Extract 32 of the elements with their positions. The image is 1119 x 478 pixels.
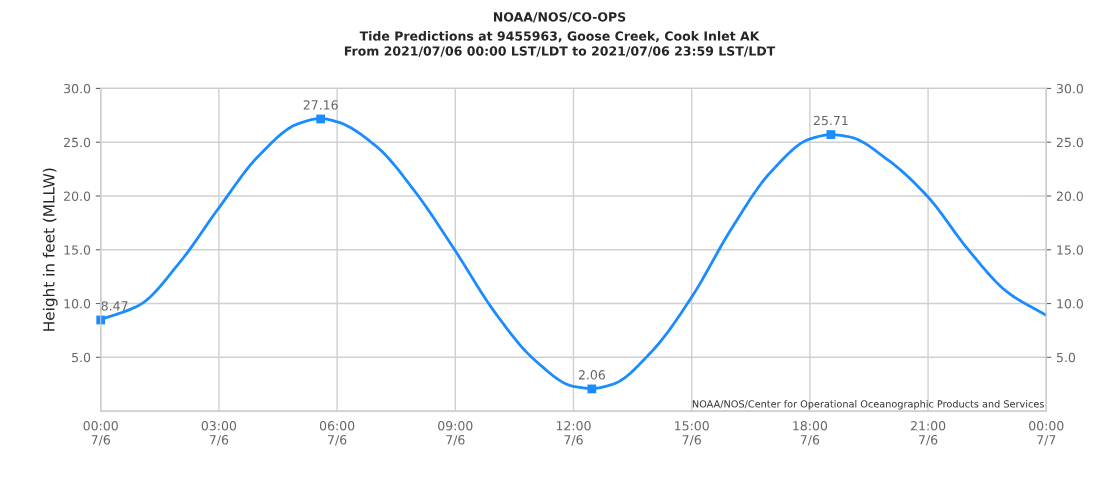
x-tick-label: 09:00 7/6 xyxy=(438,421,473,446)
data-label: 25.71 xyxy=(813,115,848,126)
chart-subtitle: Tide Predictions at 9455963, Goose Creek, Cook Inlet AK From 2021/07/06 00:00 LST/LDT to 2021/07/06 23:59 LST/LDT xyxy=(344,31,776,57)
y-tick-label: 25.0 xyxy=(64,137,91,148)
data-label: 27.16 xyxy=(303,100,338,110)
y2-tick-label: 15.0 xyxy=(1057,245,1083,255)
y2-tick-label: 10.0 xyxy=(1057,299,1083,309)
x-tick-label: 00:00 7/7 xyxy=(1029,421,1064,446)
y2-tick-label: 20.0 xyxy=(1056,191,1083,201)
y-tick-label: 15.0 xyxy=(64,245,91,255)
y-tick-label: 5.0 xyxy=(72,352,91,363)
point xyxy=(316,114,326,124)
point xyxy=(587,384,597,394)
x-tick-label: 21:00 7/6 xyxy=(910,421,946,446)
x-tick-label: 18:00 7/6 xyxy=(793,421,828,446)
chart-title: NOAA/NOS/CO-OPS xyxy=(493,12,626,23)
x-tick-label: 00:00 7/6 xyxy=(83,421,118,446)
x-tick-label: 12:00 7/6 xyxy=(556,421,591,446)
x-tick-label: 06:00 7/6 xyxy=(319,421,355,446)
data-label: 8.47 xyxy=(101,301,128,311)
y2-tick-label: 25.0 xyxy=(1056,137,1083,148)
y-tick-label: 10.0 xyxy=(64,299,91,309)
y-tick-label: 30.0 xyxy=(64,83,91,94)
x-tick-label: 15:00 7/6 xyxy=(675,421,709,446)
annotation: NOAA/NOS/Center for Operational Oceanographic Products and Services xyxy=(692,400,1044,410)
data-label: 2.06 xyxy=(578,370,605,380)
y-axis-title: Height in feet (MLLW) xyxy=(42,168,58,331)
y2-tick-label: 30.0 xyxy=(1056,83,1083,94)
point xyxy=(826,130,836,139)
y2-tick-label: 5.0 xyxy=(1056,352,1076,363)
y-tick-label: 20.0 xyxy=(64,191,91,201)
x-tick-label: 03:00 7/6 xyxy=(201,421,237,446)
